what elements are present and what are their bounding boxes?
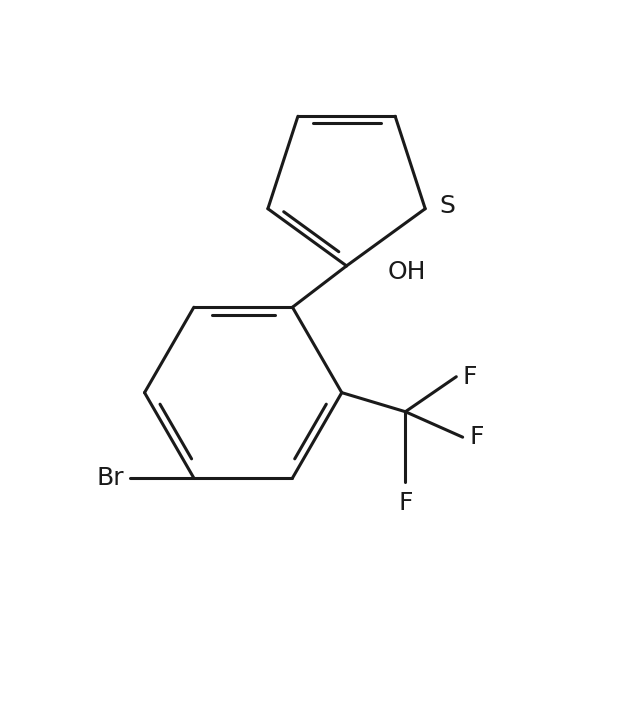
Text: F: F xyxy=(469,425,484,449)
Text: OH: OH xyxy=(388,260,426,284)
Text: F: F xyxy=(463,365,477,389)
Text: F: F xyxy=(398,491,413,515)
Text: S: S xyxy=(439,194,455,218)
Text: Br: Br xyxy=(96,466,124,490)
